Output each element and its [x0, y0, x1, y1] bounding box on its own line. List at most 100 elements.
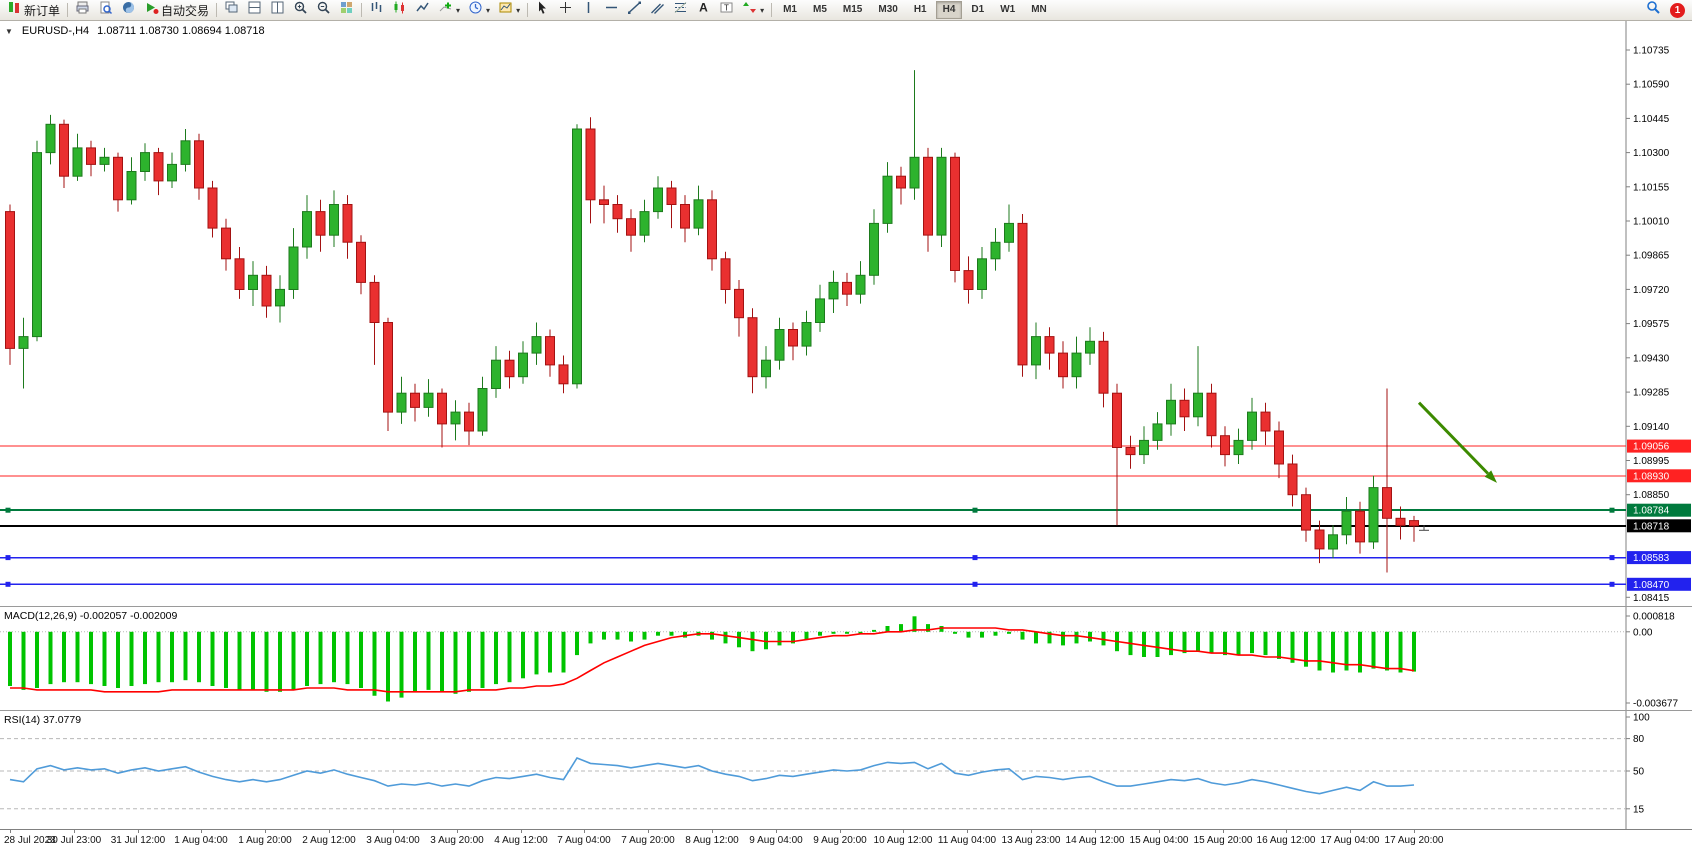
panel-splitter[interactable]: [0, 710, 1692, 711]
svg-text:0.00: 0.00: [1633, 627, 1653, 638]
time-axis[interactable]: 28 Jul 2023 30 Jul 23:00 31 Jul 12:00 1 Aug…: [0, 829, 1692, 851]
svg-text:1.09430: 1.09430: [1633, 353, 1670, 364]
svg-text:50: 50: [1633, 767, 1645, 778]
print-button[interactable]: [71, 1, 94, 20]
hline-1.09056[interactable]: 1.09056: [0, 439, 1691, 453]
trendline-icon: [627, 0, 642, 20]
templates-button[interactable]: ▾: [494, 1, 524, 20]
time-axis-label: 11 Aug 04:00: [937, 835, 997, 846]
zoom-out-button[interactable]: [312, 1, 335, 20]
trend-arrow[interactable]: [1417, 401, 1497, 483]
tile-v-icon: [270, 0, 285, 20]
vertical-line-button[interactable]: [577, 1, 600, 20]
collapse-triangle-icon[interactable]: ▼: [5, 26, 13, 36]
svg-text:-0.003677: -0.003677: [1633, 699, 1678, 710]
print-preview-button[interactable]: [94, 1, 117, 20]
community-button[interactable]: [117, 1, 140, 20]
zoom-in-button[interactable]: [289, 1, 312, 20]
fibonacci-button[interactable]: [669, 1, 692, 20]
timeframe-m5-button[interactable]: M5: [813, 4, 827, 15]
time-axis-label: 7 Aug 20:00: [621, 835, 675, 846]
time-axis-label: 14 Aug 12:00: [1065, 835, 1125, 846]
timeframe-w1-button[interactable]: W1: [1000, 4, 1016, 15]
hline-1.08930[interactable]: 1.08930: [0, 469, 1691, 483]
timeframe-m30-button[interactable]: M30: [878, 4, 898, 15]
svg-text:1.09056: 1.09056: [1633, 442, 1670, 453]
price-chart-canvas[interactable]: 1.10735 1.10590 1.10445 1.10300 1.10155 1.100…: [0, 21, 1692, 606]
toolbar-separator: [216, 3, 218, 17]
hline-1.08784[interactable]: 1.08784: [0, 503, 1691, 517]
tile-horizontally-button[interactable]: [243, 1, 266, 20]
time-axis-label: 8 Aug 12:00: [685, 835, 739, 846]
toolbar-separator: [361, 3, 363, 17]
toolbar-separator: [67, 3, 69, 17]
time-axis-label: 9 Aug 04:00: [749, 835, 803, 846]
text-button[interactable]: A: [692, 1, 715, 20]
svg-text:1.10590: 1.10590: [1633, 80, 1670, 91]
candlestick-chart-button[interactable]: [388, 1, 411, 20]
equidistant-channel-button[interactable]: [646, 1, 669, 20]
svg-text:1.08930: 1.08930: [1633, 471, 1670, 482]
hline-1.08583[interactable]: 1.08583: [0, 551, 1691, 565]
time-axis-label: 4 Aug 12:00: [494, 835, 548, 846]
time-axis-label: 1 Aug 20:00: [238, 835, 292, 846]
arrows-button[interactable]: ▾: [738, 1, 768, 20]
time-axis-tick: [201, 830, 202, 833]
tile-h-icon: [247, 0, 262, 20]
svg-text:1.08470: 1.08470: [1633, 580, 1670, 591]
time-axis-label: 17 Aug 04:00: [1320, 835, 1380, 846]
trendline-button[interactable]: [623, 1, 646, 20]
new-order-button[interactable]: 新订单: [3, 1, 64, 20]
cursor-button[interactable]: [531, 1, 554, 20]
time-axis-tick: [1414, 830, 1415, 833]
search-button[interactable]: [1642, 1, 1665, 20]
horizontal-line-button[interactable]: [600, 1, 623, 20]
dropdown-caret-icon: ▾: [456, 5, 461, 15]
macd-canvas[interactable]: 0.000818 0.00 -0.003677: [0, 607, 1692, 710]
zoom-out-icon: [316, 0, 331, 20]
timeframe-mn-button[interactable]: MN: [1031, 4, 1047, 15]
new-order-button-label: 新订单: [24, 3, 61, 18]
bar-chart-button[interactable]: [365, 1, 388, 20]
indicators-button[interactable]: ▾: [434, 1, 464, 20]
rsi-canvas[interactable]: 100 80 50 15: [0, 711, 1692, 829]
timeframe-h1-button[interactable]: H1: [913, 4, 927, 15]
timeframe-m15-button[interactable]: M15: [842, 4, 863, 15]
vline-icon: [581, 0, 596, 20]
time-axis-tick: [967, 830, 968, 833]
time-axis-label: 7 Aug 04:00: [557, 835, 611, 846]
timeframe-h4-button[interactable]: H4: [935, 1, 963, 19]
svg-text:1.10445: 1.10445: [1633, 114, 1670, 125]
time-axis-tick: [265, 830, 266, 833]
svg-text:1.09865: 1.09865: [1633, 251, 1670, 262]
time-axis-tick: [329, 830, 330, 833]
community-icon: [121, 0, 136, 20]
crosshair-button[interactable]: [554, 1, 577, 20]
cascade-windows-button[interactable]: [220, 1, 243, 20]
tile-windows-button[interactable]: [335, 1, 358, 20]
rsi-panel: RSI(14) 37.0779 100 80 50 15: [0, 711, 1692, 829]
time-axis-tick: [584, 830, 585, 833]
toolbar: 新订单 自动交易 ▾ ▾ ▾ A T ▾ M1 M5 M15 M30 H1 H4 D1 W1 MN 1: [0, 0, 1692, 21]
notification-badge[interactable]: 1: [1670, 2, 1685, 18]
tile-windows-icon: [339, 0, 354, 20]
svg-text:A: A: [699, 1, 708, 15]
line-chart-button[interactable]: [411, 1, 434, 20]
timeframe-d1-button[interactable]: D1: [971, 4, 985, 15]
time-axis-tick: [393, 830, 394, 833]
svg-text:1.08415: 1.08415: [1633, 593, 1670, 604]
tile-vertically-button[interactable]: [266, 1, 289, 20]
hline-1.08470[interactable]: 1.08470: [0, 577, 1691, 591]
svg-text:0.000818: 0.000818: [1633, 612, 1675, 623]
panel-splitter[interactable]: [0, 606, 1692, 607]
hline-1.08718[interactable]: 1.08718: [0, 519, 1691, 533]
svg-text:1.09720: 1.09720: [1633, 285, 1670, 296]
timeframe-m1-button[interactable]: M1: [783, 4, 797, 15]
crosshair-cursor: [1419, 525, 1429, 531]
periods-button[interactable]: ▾: [464, 1, 494, 20]
auto-trading-icon: [144, 0, 159, 20]
text-label-button[interactable]: T: [715, 1, 738, 20]
toolbar-separator: [771, 3, 773, 17]
auto-trading-button[interactable]: 自动交易: [140, 1, 213, 20]
macd-panel: MACD(12,26,9) -0.002057 -0.002009 0.0008…: [0, 607, 1692, 710]
